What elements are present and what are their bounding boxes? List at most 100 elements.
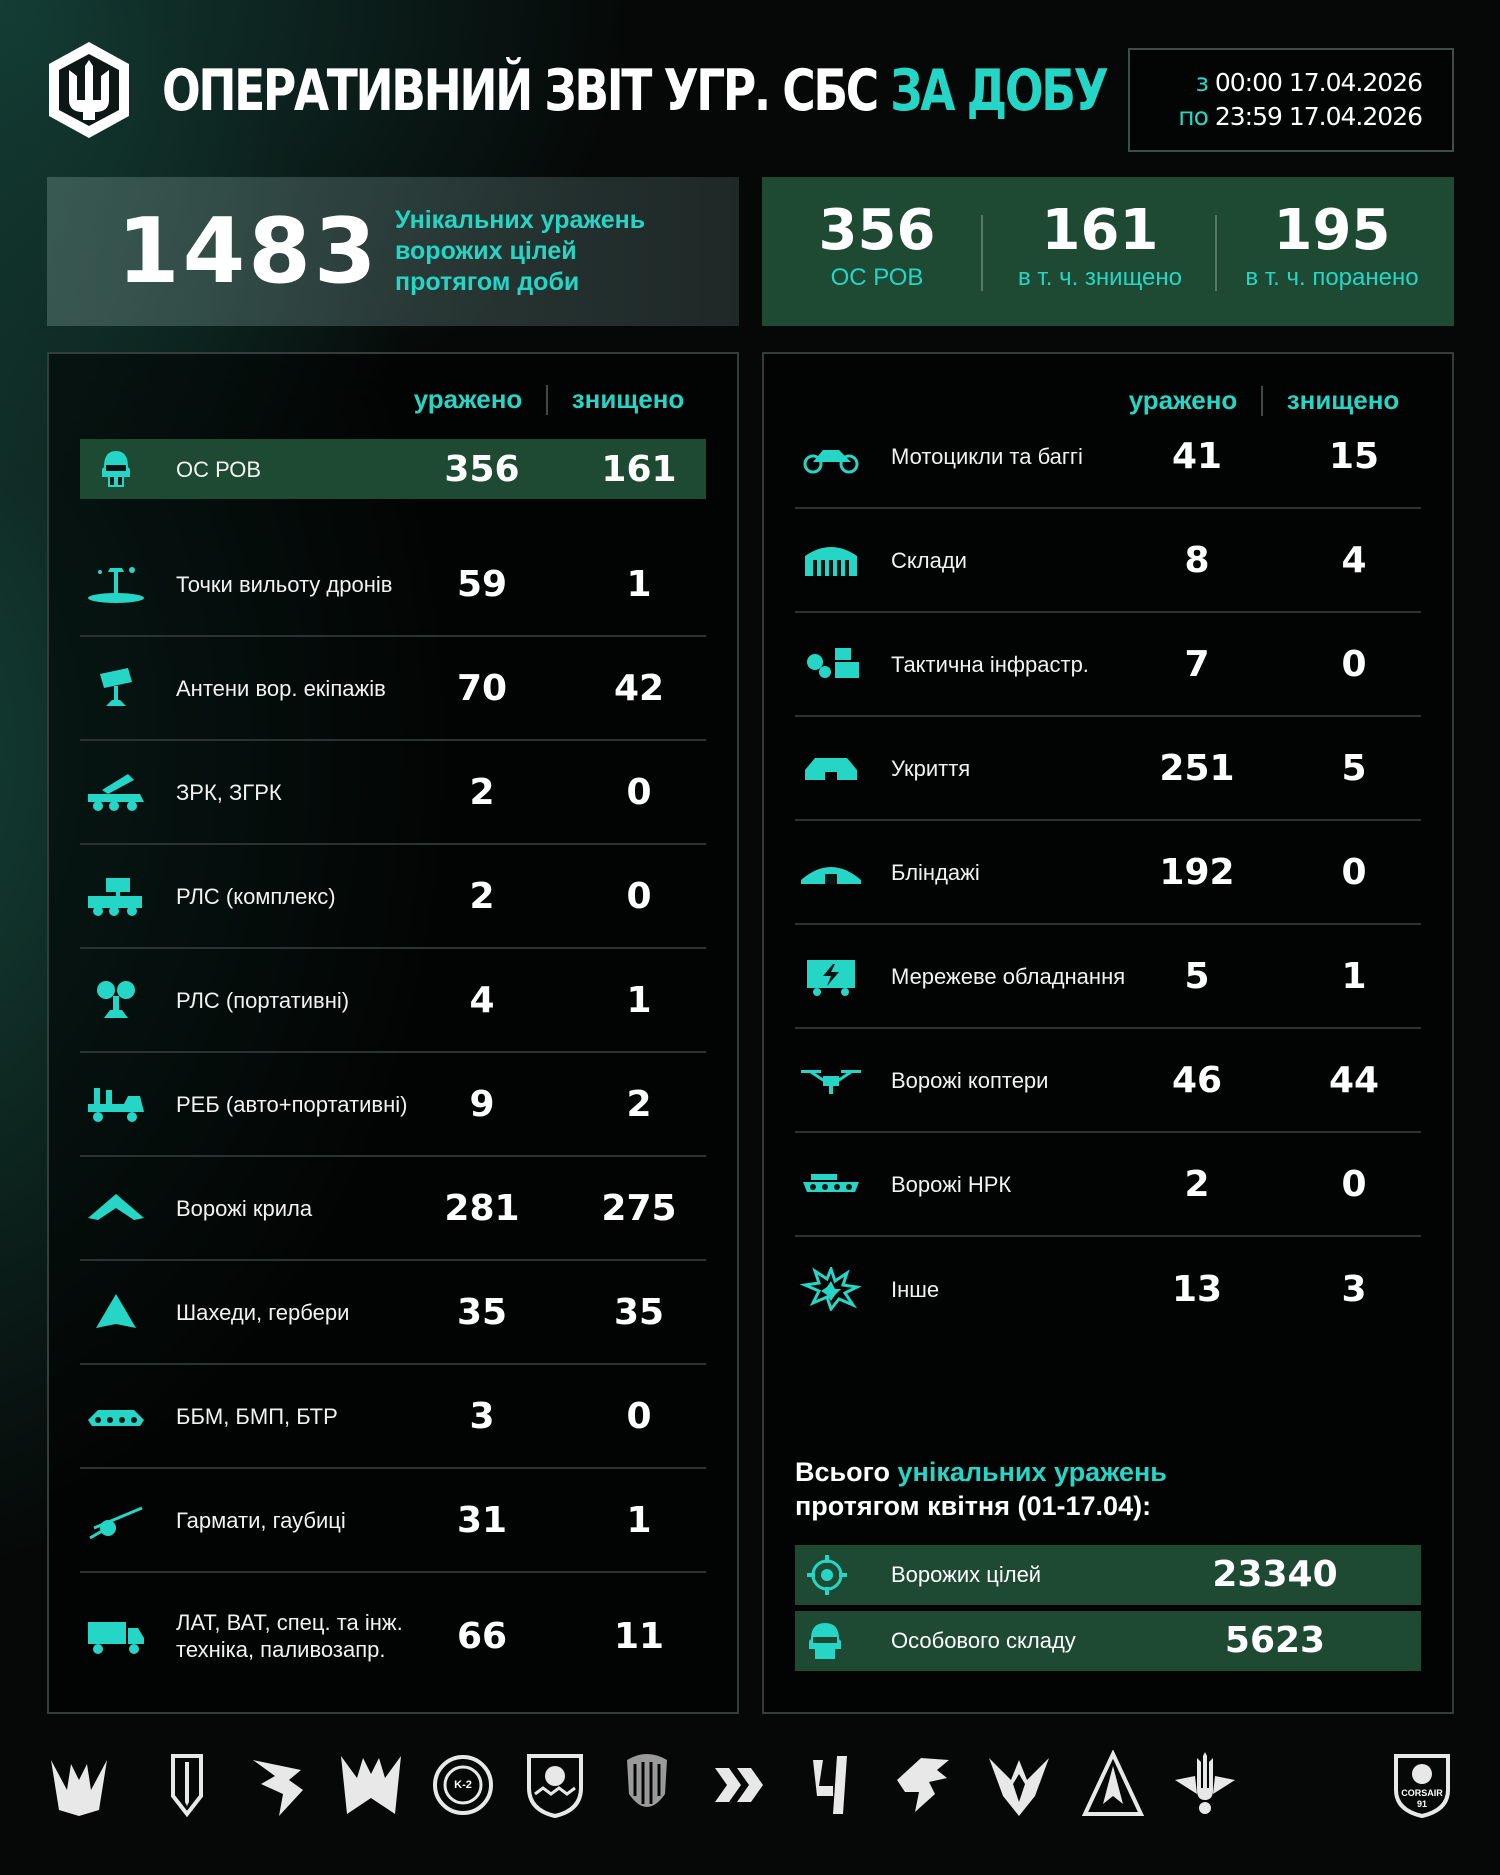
row-label: Ворожі крила — [176, 1195, 313, 1221]
row-hit-value: 70 — [456, 667, 508, 709]
portable-radar-icon — [84, 978, 148, 1022]
table-row: Точки вильоту дронів 59 1 — [80, 533, 706, 637]
date-from-date: 17.04.2026 — [1288, 68, 1423, 97]
title-accent: ЗА ДОБУ — [890, 58, 1108, 124]
personnel-wounded-value: 195 — [1273, 198, 1391, 263]
row-hit-value: 5 — [1184, 955, 1210, 997]
row-hit-value: 41 — [1171, 435, 1223, 477]
delta-emblem-icon — [1081, 1750, 1145, 1820]
row-hit-value: 3 — [469, 1395, 495, 1437]
row-destroyed-value: 161 — [601, 448, 677, 490]
row-hit-value: 7 — [1184, 643, 1210, 685]
table-row: РЛС (комплекс) 2 0 — [80, 845, 706, 949]
date-to-date: 17.04.2026 — [1288, 102, 1423, 131]
col-header-divider — [546, 385, 548, 415]
falcon-emblem-icon — [987, 1750, 1051, 1820]
left-col-hit-header: уражено — [413, 384, 523, 414]
row-label: Бліндажі — [891, 859, 980, 885]
row-hit-value: 9 — [469, 1083, 495, 1125]
explosion-icon — [799, 1267, 863, 1311]
sword-shield-emblem-icon — [155, 1750, 219, 1820]
row-destroyed-value: 3 — [1341, 1268, 1367, 1310]
personnel-wounded-label: в т. ч. поранено — [1245, 264, 1419, 291]
row-label: ЗРК, ЗГРК — [176, 779, 282, 805]
table-row: Бліндажі 192 0 — [795, 821, 1421, 925]
row-destroyed-value: 11 — [613, 1615, 665, 1657]
row-label: Шахеди, гербери — [176, 1299, 350, 1325]
row-label: Мережеве обладнання — [891, 963, 1126, 989]
row-hit-value: 59 — [456, 563, 508, 605]
row-label: ББМ, БМП, БТР — [176, 1403, 338, 1429]
stat-divider — [1215, 215, 1217, 291]
row-destroyed-value: 5 — [1341, 747, 1367, 789]
table-row: Гармати, гаубиці 31 1 — [80, 1469, 706, 1573]
row-destroyed-value: 0 — [1341, 851, 1367, 893]
row-destroyed-value: 44 — [1328, 1059, 1380, 1101]
total-row-value: 23340 — [1212, 1554, 1338, 1595]
row-label: Інше — [891, 1276, 940, 1302]
unit-emblems: K-2 CORSAIR 91 — [47, 1750, 1454, 1820]
shield-sun-emblem-icon — [523, 1750, 587, 1820]
trident-wings-emblem-icon — [47, 1750, 111, 1820]
unique-hits-number: 1483 — [117, 199, 380, 304]
table-row: ЗРК, ЗГРК 2 0 — [80, 741, 706, 845]
corsair-emblem-number: 91 — [1416, 1799, 1427, 1809]
row-destroyed-value: 0 — [626, 771, 652, 813]
personnel-killed-value: 161 — [1041, 198, 1159, 263]
howitzer-icon — [84, 1498, 148, 1542]
table-row: Шахеди, гербери 35 35 — [80, 1261, 706, 1365]
wing-drone-icon — [84, 1186, 148, 1230]
table-row: Ворожі НРК 2 0 — [795, 1133, 1421, 1237]
personnel-total-stat: 356 ОС РОВ — [767, 199, 987, 293]
sam-vehicle-icon — [84, 770, 148, 814]
row-label: Тактична інфрастр. — [891, 651, 1089, 677]
table-row: Інше 13 3 — [795, 1237, 1421, 1341]
row-hit-value: 13 — [1171, 1268, 1223, 1310]
table-row: Мережеве обладнання 5 1 — [795, 925, 1421, 1029]
row-hit-value: 2 — [1184, 1163, 1210, 1205]
page-title: ОПЕРАТИВНИЙ ЗВІТ УГР. СБС ЗА ДОБУ — [162, 46, 1109, 136]
warehouse-icon — [799, 538, 863, 582]
row-label: Гармати, гаубиці — [176, 1507, 346, 1533]
row-hit-value: 46 — [1171, 1059, 1223, 1101]
right-col-hit-header: уражено — [1128, 385, 1238, 415]
date-from: з 00:00 17.04.2026 — [1130, 66, 1423, 100]
k2-emblem-text: K-2 — [454, 1779, 472, 1791]
row-destroyed-value: 1 — [626, 563, 652, 605]
infrastructure-icon — [799, 642, 863, 686]
table-row: Ворожі крила 281 275 — [80, 1157, 706, 1261]
left-stats-panel — [47, 352, 739, 1714]
corsair-emblem-text: CORSAIR — [1401, 1788, 1443, 1798]
network-equipment-icon — [799, 954, 863, 998]
table-row: РЛС (портативні) 4 1 — [80, 949, 706, 1053]
personnel-total-value: 356 — [818, 198, 936, 263]
total-row-label: Особового складу — [891, 1628, 1076, 1653]
row-label: Склади — [891, 547, 967, 573]
copter-icon — [799, 1058, 863, 1102]
row-destroyed-value: 1 — [1341, 955, 1367, 997]
row-label: РЕБ (авто+портативні) — [176, 1091, 408, 1117]
table-row: ББМ, БМП, БТР 3 0 — [80, 1365, 706, 1469]
row-hit-value: 251 — [1159, 747, 1235, 789]
date-from-time: 00:00 — [1214, 68, 1283, 97]
winged-trident-emblem-icon — [1173, 1750, 1237, 1820]
table-row: ЛАТ, ВАТ, спец. та інж. техніка, паливоз… — [80, 1573, 706, 1699]
row-label: РЛС (портативні) — [176, 987, 350, 1013]
table-row: Ворожі коптери 46 44 — [795, 1029, 1421, 1133]
double-chevron-emblem-icon — [707, 1750, 771, 1820]
total-row-targets: Ворожих цілей 23340 — [795, 1545, 1421, 1605]
date-to: по 23:59 17.04.2026 — [1130, 100, 1423, 134]
date-range-box: з 00:00 17.04.2026 по 23:59 17.04.2026 — [1128, 48, 1454, 152]
stat-divider — [981, 215, 983, 291]
row-hit-value: 356 — [444, 448, 520, 490]
row-destroyed-value: 0 — [1341, 643, 1367, 685]
row-destroyed-value: 1 — [626, 1499, 652, 1541]
title-main: ОПЕРАТИВНИЙ ЗВІТ УГР. СБС — [162, 58, 891, 124]
trident-logo — [47, 40, 131, 140]
row-label: РЛС (комплекс) — [176, 883, 336, 909]
bird-emblem-icon — [245, 1750, 309, 1820]
eagle-head-emblem-icon — [891, 1750, 955, 1820]
table-row: Мотоцикли та баггі 41 15 — [795, 405, 1421, 509]
totals-title: Всього унікальних уражень протягом квітн… — [795, 1455, 1415, 1523]
personnel-wounded-stat: 195 в т. ч. поранено — [1222, 199, 1442, 293]
